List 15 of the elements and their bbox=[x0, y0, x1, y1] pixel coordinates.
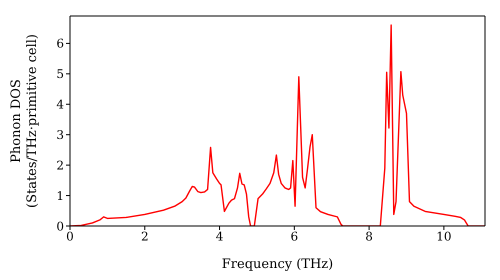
y-tick-label: 0 bbox=[56, 219, 64, 234]
x-tick-label: 6 bbox=[290, 230, 298, 244]
y-tick-label: 3 bbox=[56, 128, 64, 142]
x-tick-label: 0 bbox=[66, 230, 74, 244]
y-axis-title: Phonon DOS (States/THz·primitive cell) bbox=[9, 34, 40, 208]
x-axis-title: Frequency (THz) bbox=[222, 257, 334, 272]
x-tick-label: 8 bbox=[365, 230, 373, 244]
x-tick-label: 10 bbox=[436, 230, 452, 244]
y-tick-label: 4 bbox=[56, 98, 64, 112]
y-tick-label: 1 bbox=[56, 188, 64, 203]
y-tick-label: 2 bbox=[56, 158, 64, 172]
y-tick-label: 5 bbox=[56, 67, 64, 82]
x-tick-label: 2 bbox=[140, 230, 149, 244]
y-tick-label: 6 bbox=[56, 36, 64, 51]
x-tick-label: 4 bbox=[216, 230, 224, 244]
